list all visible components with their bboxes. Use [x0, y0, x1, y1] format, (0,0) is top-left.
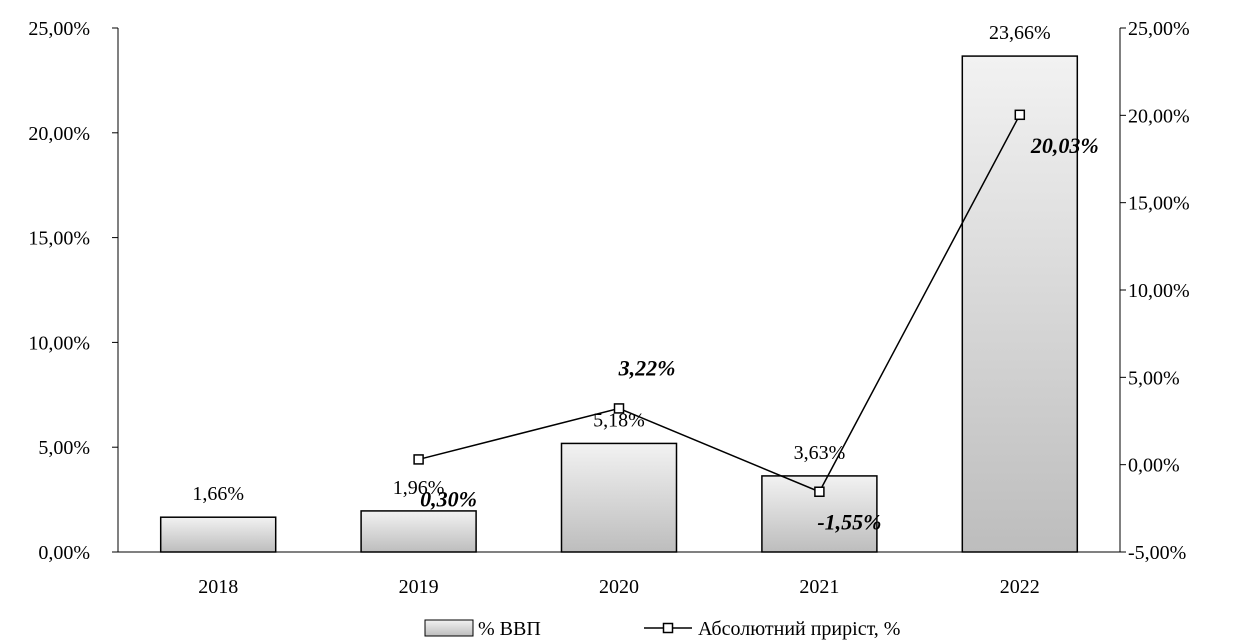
left-tick-label: 5,00%	[38, 437, 90, 459]
left-tick-label: 25,00%	[28, 18, 90, 40]
legend: % ВВП Абсолютний приріст, %	[424, 618, 900, 640]
right-tick-label: 15,00%	[1128, 193, 1190, 215]
right-tick-label: 5,00%	[1128, 367, 1180, 389]
line-point-marker	[613, 403, 625, 414]
x-tick-label: 2022	[1000, 576, 1040, 598]
legend-line-label: Абсолютний приріст, %	[698, 618, 900, 640]
left-axis-ticks: 0,00% 5,00% 10,00% 15,00% 20,00% 25,00%	[28, 18, 118, 564]
bar	[159, 516, 277, 553]
line-point-marker	[413, 454, 424, 465]
right-axis-ticks: -5,00% 0,00% 5,00% 10,00% 15,00% 20,00% 25,00%	[1120, 18, 1190, 564]
line-series: 0,30% 3,22% -1,55% 20,03%	[413, 109, 1099, 535]
bar-value-label: 23,66%	[989, 22, 1051, 44]
line-value-label: 0,30%	[420, 486, 477, 511]
line-point-marker	[1014, 109, 1026, 121]
left-tick-label: 0,00%	[38, 542, 90, 564]
bar-value-label: 1,96%	[393, 477, 445, 499]
right-tick-label: 25,00%	[1128, 18, 1190, 40]
x-tick-label: 2020	[599, 576, 639, 598]
legend-bar-label: % ВВП	[478, 618, 541, 640]
bar-series: 1,66% 1,96% 5,18% 3,63% 23,66%	[159, 22, 1079, 553]
legend-bar-swatch	[424, 619, 474, 637]
bar-value-label: 1,66%	[192, 483, 244, 505]
bar	[360, 510, 477, 553]
bar	[560, 442, 678, 553]
left-tick-label: 20,00%	[28, 123, 90, 145]
line-value-label: 20,03%	[1030, 133, 1099, 158]
bar	[961, 55, 1079, 553]
right-tick-label: -5,00%	[1128, 542, 1186, 564]
line-point-marker	[814, 486, 825, 497]
line-path	[418, 114, 1021, 493]
x-tick-label: 2019	[399, 576, 439, 598]
bar-value-label: 5,18%	[593, 409, 645, 431]
line-value-label: -1,55%	[817, 510, 881, 535]
left-tick-label: 15,00%	[28, 228, 90, 250]
right-tick-label: 10,00%	[1128, 280, 1190, 302]
x-tick-label: 2021	[799, 576, 839, 598]
x-axis-ticks: 2018 2019 2020 2021 2022	[198, 576, 1040, 598]
right-tick-label: 20,00%	[1128, 105, 1190, 127]
right-tick-label: 0,00%	[1128, 455, 1180, 477]
left-tick-label: 10,00%	[28, 332, 90, 354]
bar-value-label: 3,63%	[794, 442, 846, 464]
line-value-label: 3,22%	[618, 355, 676, 380]
legend-line-marker	[662, 622, 674, 634]
x-tick-label: 2018	[198, 576, 238, 598]
